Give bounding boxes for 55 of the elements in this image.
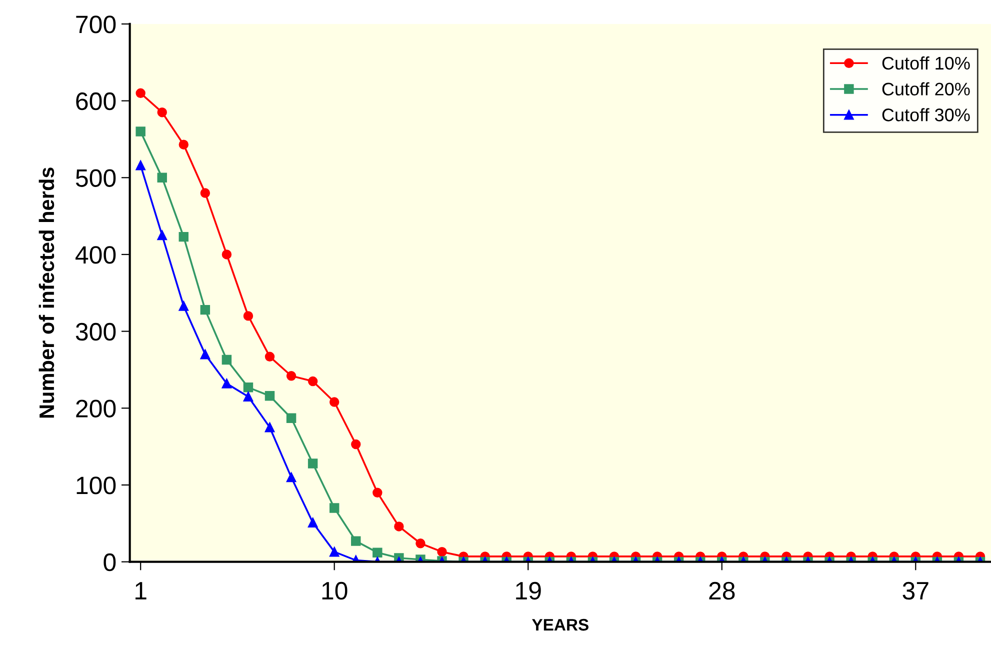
legend-label: Cutoff 20%: [882, 82, 970, 96]
y-tick-label: 400: [75, 246, 116, 264]
point: [222, 354, 232, 365]
point: [136, 126, 146, 136]
point: [308, 518, 318, 528]
point: [437, 546, 447, 557]
point: [351, 439, 361, 450]
x-tick-label: 37: [902, 582, 928, 600]
point: [264, 422, 275, 432]
y-tick-label: 200: [76, 400, 116, 418]
point: [264, 352, 275, 362]
y-tick-label: 100: [76, 476, 116, 494]
y-axis-title: Number of infected herds: [38, 168, 54, 418]
x-tick-label: 1: [136, 582, 146, 600]
y-tick-label: 0: [104, 553, 116, 572]
point: [157, 107, 167, 118]
point: [286, 413, 296, 423]
point: [136, 88, 146, 98]
point: [222, 250, 232, 260]
point: [200, 188, 210, 198]
x-axis-title: YEARS: [532, 618, 588, 631]
point: [178, 140, 189, 150]
point: [178, 301, 189, 311]
point: [308, 458, 318, 468]
point: [222, 378, 232, 388]
x-tick-label: 10: [322, 582, 348, 600]
point: [286, 472, 296, 482]
point: [286, 371, 296, 381]
point: [157, 172, 167, 183]
point: [243, 311, 254, 321]
point: [329, 397, 340, 407]
point: [329, 503, 340, 513]
point: [416, 538, 426, 548]
point: [264, 390, 275, 401]
point: [329, 546, 340, 557]
y-tick-label: 500: [76, 169, 116, 187]
point: [308, 376, 318, 386]
x-tick-label: 28: [709, 582, 735, 600]
point: [200, 304, 210, 315]
point: [136, 160, 146, 170]
y-tick-label: 600: [76, 92, 116, 110]
point: [178, 232, 189, 242]
point: [243, 392, 254, 402]
y-tick-label: 300: [76, 322, 116, 341]
point: [157, 230, 167, 240]
point: [351, 536, 361, 546]
y-tick-label: 700: [76, 16, 116, 34]
point: [372, 548, 382, 558]
legend-label: Cutoff 30%: [882, 108, 970, 122]
legend-label: Cutoff 10%: [882, 56, 970, 70]
point: [372, 488, 382, 498]
point: [243, 382, 254, 392]
x-tick-label: 19: [516, 582, 541, 600]
point: [394, 522, 404, 532]
point: [200, 350, 210, 360]
